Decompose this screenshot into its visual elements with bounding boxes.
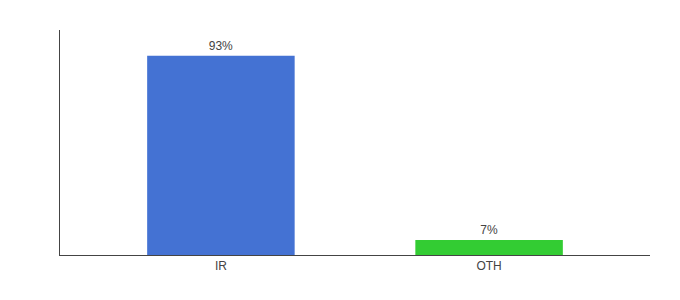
svg-text:OTH: OTH [476, 259, 501, 273]
svg-text:7%: 7% [480, 223, 498, 237]
svg-text:IR: IR [215, 259, 227, 273]
svg-text:93%: 93% [209, 39, 233, 53]
